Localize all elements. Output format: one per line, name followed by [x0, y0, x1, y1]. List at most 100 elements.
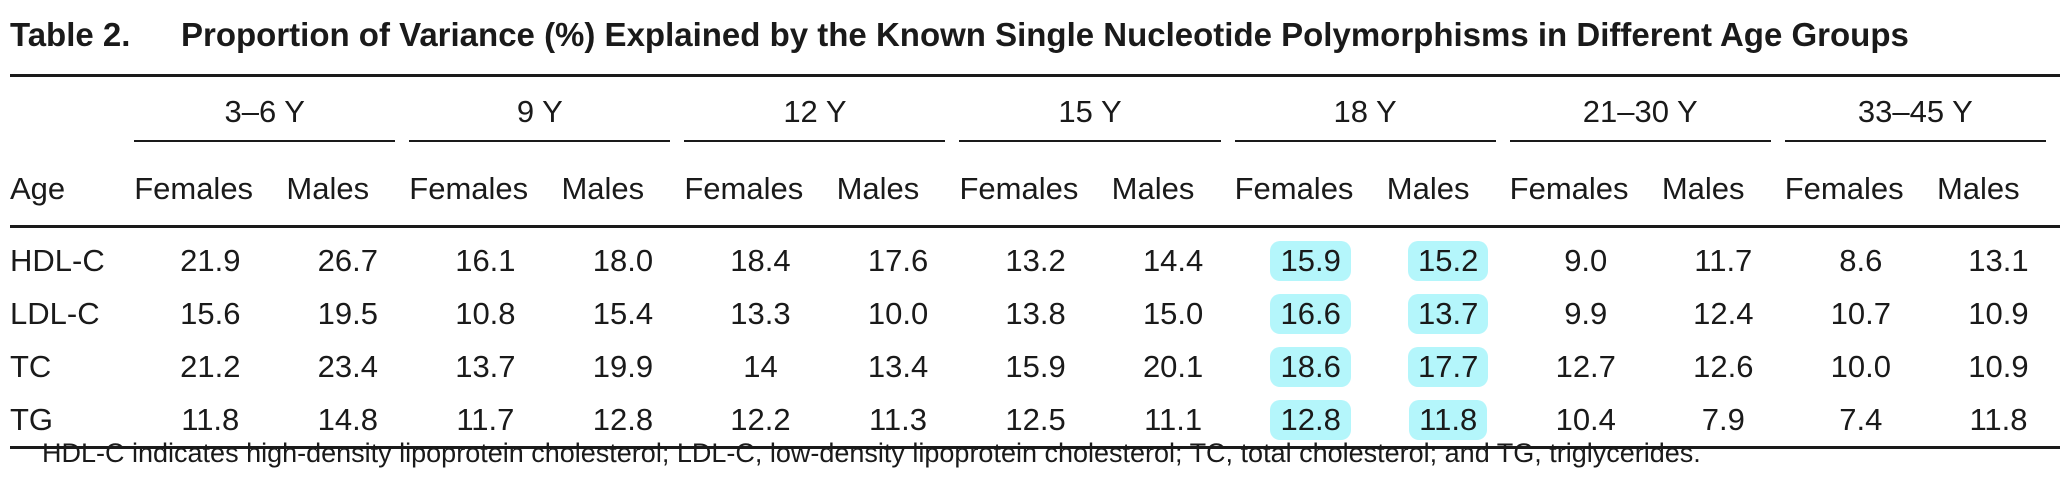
table-cell: 11.8 [1937, 393, 2060, 448]
table-row: TG 11.8 14.8 11.7 12.8 12.2 11.3 12.5 11.1 12.8 11… [10, 393, 2060, 448]
table-cell: 14 [684, 340, 836, 393]
empty-corner-cell [10, 76, 134, 154]
table-cell: 14.8 [286, 393, 409, 448]
cell-value: 11.7 [456, 401, 515, 437]
cell-value: 11.8 [181, 401, 240, 437]
table-cell: 15.0 [1112, 287, 1235, 340]
row-label: TG [10, 401, 54, 437]
cell-value: 17.6 [867, 242, 929, 278]
table-caption: Proportion of Variance (%) Explained by … [181, 16, 1909, 53]
row-label: HDL-C [10, 242, 105, 278]
table-cell: 10.7 [1785, 287, 1937, 340]
table-cell: 15.9 [1235, 227, 1387, 288]
cell-value: 12.7 [1555, 348, 1616, 384]
cell-value: 17.7 [1408, 346, 1489, 387]
table-cell: 26.7 [286, 227, 409, 288]
table-cell: 10.9 [1937, 287, 2060, 340]
variance-table: 3–6 Y 9 Y 12 Y 15 Y 18 Y 21–30 Y 33–45 Y… [10, 74, 2060, 449]
cell-value: 10.0 [1830, 348, 1892, 384]
table-cell: 18.4 [684, 227, 836, 288]
table-cell: 7.9 [1662, 393, 1785, 448]
cell-value: 15.9 [1005, 348, 1066, 384]
cell-value: 13.4 [867, 348, 929, 384]
table-cell: 13.3 [684, 287, 836, 340]
table-cell: 12.8 [1235, 393, 1387, 448]
table-cell: 15.4 [561, 287, 684, 340]
cell-value: 26.7 [317, 242, 378, 278]
table-title: Table 2. Proportion of Variance (%) Expla… [10, 16, 1909, 54]
table-cell: 10.9 [1937, 340, 2060, 393]
cell-value: 10.9 [1968, 348, 2029, 384]
table-cell: 12.6 [1662, 340, 1785, 393]
cell-value: 13.8 [1005, 295, 1066, 331]
cell-value: 10.8 [455, 295, 516, 331]
cell-value: 14.8 [317, 401, 378, 437]
cell-value: 13.3 [730, 295, 791, 331]
cell-value: 23.4 [317, 348, 378, 384]
table-cell: 12.5 [959, 393, 1111, 448]
group-header-12y: 12 Y [684, 76, 959, 154]
group-header-18y: 18 Y [1234, 76, 1510, 154]
cell-value: 12.6 [1693, 348, 1754, 384]
table-cell: 13.4 [837, 340, 960, 393]
cell-value: 18.4 [730, 242, 791, 278]
table-cell: 11.8 [1387, 393, 1510, 448]
table-cell: 12.2 [684, 393, 836, 448]
table-cell: 10.0 [837, 287, 960, 340]
cell-value: 10.4 [1555, 401, 1616, 437]
table-body: HDL-C 21.9 26.7 16.1 18.0 18.4 17.6 13.2 14.4 15.… [10, 227, 2060, 448]
males-header: Males [1936, 153, 2060, 228]
table-cell: 23.4 [286, 340, 409, 393]
table-row: TC 21.2 23.4 13.7 19.9 14 13.4 15.9 20.1 18.6 17.7… [10, 340, 2060, 393]
table-number: Table 2. [10, 16, 131, 53]
table-cell: 9.9 [1510, 287, 1662, 340]
table-cell: 20.1 [1112, 340, 1235, 393]
table-cell: 15.2 [1387, 227, 1510, 288]
cell-value: 12.4 [1693, 295, 1754, 331]
table-cell: 11.7 [409, 393, 561, 448]
females-header: Females [684, 153, 837, 228]
group-header-21-30y: 21–30 Y [1509, 76, 1785, 154]
cell-value: 9.0 [1564, 242, 1608, 278]
group-header-9y: 9 Y [409, 76, 684, 154]
table-row: HDL-C 21.9 26.7 16.1 18.0 18.4 17.6 13.2 14.4 15.… [10, 227, 2060, 288]
cell-value: 13.1 [1968, 242, 2029, 278]
females-header: Females [134, 153, 287, 228]
cell-value: 14 [743, 348, 778, 384]
table-cell: 13.7 [1387, 287, 1510, 340]
row-label: TC [10, 348, 52, 384]
cell-value: 12.8 [592, 401, 654, 437]
females-header: Females [409, 153, 562, 228]
table-footnote: HDL-C indicates high-density lipoprotein… [42, 438, 1701, 468]
cell-value: 11.8 [1409, 399, 1488, 440]
cell-value: 19.9 [592, 348, 654, 384]
table-cell: 10.0 [1785, 340, 1937, 393]
table-cell: 10.8 [409, 287, 561, 340]
cell-value: 15.0 [1142, 295, 1204, 331]
table-cell: 15.9 [959, 340, 1111, 393]
cell-value: 15.4 [592, 295, 654, 331]
cell-value: 12.8 [1270, 399, 1351, 440]
group-header-15y: 15 Y [959, 76, 1234, 154]
table-cell: 16.1 [409, 227, 561, 288]
table-cell: 7.4 [1785, 393, 1937, 448]
cell-value: 13.7 [1408, 293, 1489, 334]
table-cell: 18.0 [561, 227, 684, 288]
table-cell: 12.7 [1510, 340, 1662, 393]
table-cell: 17.6 [837, 227, 960, 288]
cell-value: 12.5 [1005, 401, 1066, 437]
cell-value: 12.2 [730, 401, 791, 437]
table-cell: 13.2 [959, 227, 1111, 288]
cell-value: 11.8 [1969, 401, 2028, 437]
cell-value: 9.9 [1564, 295, 1608, 331]
males-header: Males [1111, 153, 1235, 228]
table-cell: 21.9 [134, 227, 286, 288]
cell-value: 18.6 [1270, 346, 1351, 387]
table-cell: 10.4 [1510, 393, 1662, 448]
cell-value: 11.3 [868, 401, 928, 437]
table-cell: 18.6 [1235, 340, 1387, 393]
cell-value: 7.9 [1701, 401, 1745, 437]
table-cell: 17.7 [1387, 340, 1510, 393]
cell-value: 18.0 [592, 242, 654, 278]
table-cell: 13.8 [959, 287, 1111, 340]
